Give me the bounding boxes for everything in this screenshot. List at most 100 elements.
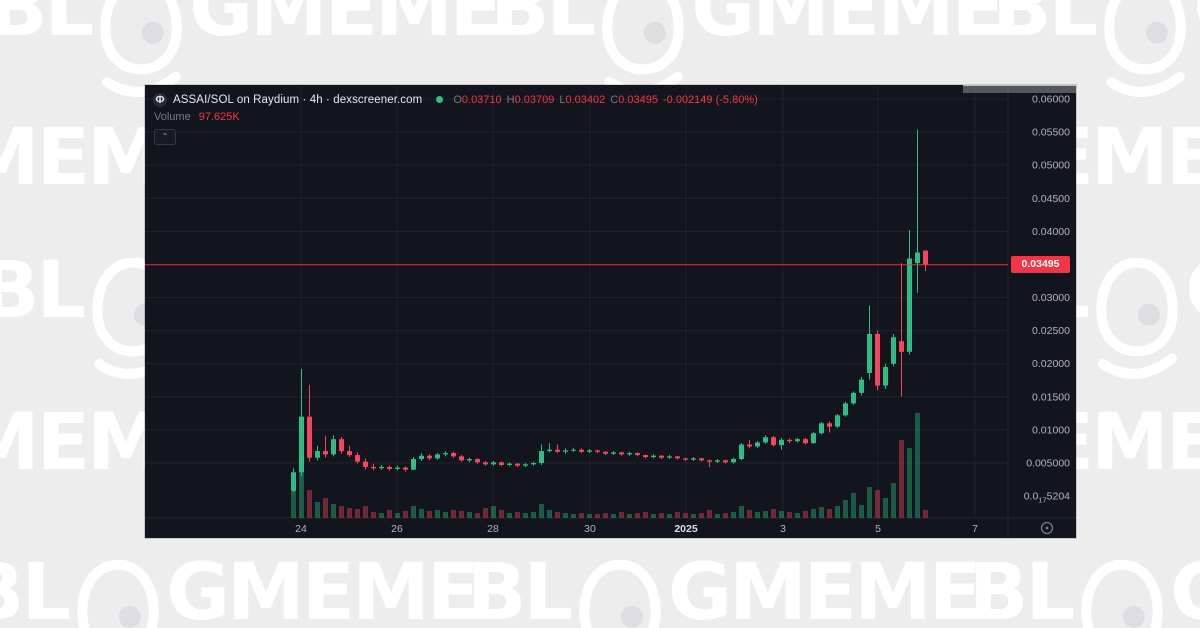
high-label: H — [506, 93, 515, 106]
candle-body — [819, 423, 824, 434]
low-label: L — [559, 93, 566, 106]
scrollbar-cap[interactable] — [963, 85, 1076, 93]
price-axis-label[interactable]: 0.04500 — [1032, 193, 1070, 205]
volume-label: Volume — [154, 111, 191, 123]
open-label: O — [453, 93, 462, 106]
candle-body — [779, 439, 784, 446]
volume-bar — [859, 505, 864, 518]
watermark-text-gmeme: GMEME — [1185, 252, 1200, 330]
time-axis-label[interactable]: 2025 — [674, 523, 698, 535]
price-axis-label[interactable]: 0.005000 — [1026, 457, 1070, 469]
time-axis-label[interactable]: 24 — [295, 523, 307, 535]
volume-bar — [739, 506, 744, 518]
candle-body — [363, 461, 368, 467]
low-value: 0.03402 — [565, 93, 606, 106]
volume-bar — [771, 509, 776, 518]
candle-body — [579, 449, 584, 452]
symbol-icon[interactable]: Φ — [153, 92, 167, 107]
volume-bar — [731, 512, 736, 518]
price-axis-label-near-zero[interactable]: 0.0175204 — [1024, 490, 1070, 504]
volume-bar — [683, 513, 688, 518]
price-axis-label[interactable]: 0.02500 — [1032, 325, 1070, 337]
time-axis-label[interactable]: 7 — [972, 523, 978, 535]
volume-bar — [483, 508, 488, 518]
candle-body — [355, 455, 360, 462]
candle-body — [515, 463, 520, 466]
volume-bar — [755, 512, 760, 518]
volume-bar — [419, 509, 424, 518]
volume-bar — [331, 504, 336, 518]
change-value: -0.002149 (-5.80%) — [662, 93, 758, 106]
candle-body — [531, 462, 536, 465]
candle-body — [371, 466, 376, 469]
collapse-pane-button[interactable]: ⌃ — [154, 129, 176, 145]
candle-body — [763, 437, 768, 443]
chevron-up-icon: ⌃ — [161, 132, 169, 141]
watermark-text-gmeme: GMEME — [189, 0, 503, 54]
volume-bar — [299, 468, 304, 518]
volume-bar — [411, 506, 416, 518]
volume-bar — [531, 512, 536, 518]
candle-body — [483, 462, 488, 465]
watermark-logo: BL GMEME — [0, 548, 480, 628]
candle-body — [659, 455, 664, 458]
candle-body — [635, 453, 640, 456]
price-axis-label[interactable]: 0.06000 — [1032, 94, 1070, 106]
candle-body — [907, 258, 912, 352]
candle-body — [347, 451, 352, 456]
volume-bar — [867, 487, 872, 518]
volume-bar — [643, 512, 648, 518]
candlestick-chart[interactable]: 0.06000 0.05500 0.05000 0.04500 0.04000 0.030… — [145, 85, 1076, 538]
time-axis-label[interactable]: 30 — [584, 523, 596, 535]
volume-bar — [395, 513, 400, 518]
volume-bar — [499, 510, 504, 518]
volume-bar — [443, 512, 448, 518]
volume-bar — [651, 514, 656, 518]
volume-bar — [787, 512, 792, 518]
price-axis-label[interactable]: 0.04000 — [1032, 226, 1070, 238]
watermark-logo: BL GMEME — [0, 0, 503, 106]
candle-body — [803, 439, 808, 444]
clock-icon[interactable] — [1040, 521, 1054, 535]
volume-bar — [563, 513, 568, 518]
candle-body — [899, 341, 904, 352]
candle-body — [387, 466, 392, 469]
price-axis-label[interactable]: 0.05000 — [1032, 160, 1070, 172]
chart-title[interactable]: ASSAI/SOL on Raydium · 4h · dexscreener.… — [173, 93, 423, 106]
candle-body — [891, 337, 896, 364]
volume-bar — [691, 514, 696, 518]
volume-bar — [555, 512, 560, 518]
watermark-text-bl: BL — [969, 548, 1075, 628]
volume-bar — [475, 513, 480, 518]
volume-bar — [379, 513, 384, 518]
candle-body — [379, 466, 384, 469]
volume-bar — [587, 514, 592, 518]
candle-body — [771, 437, 776, 446]
volume-bar — [891, 483, 896, 518]
dexscreener-chart-panel: 0.06000 0.05500 0.05000 0.04500 0.04000 0.030… — [145, 85, 1076, 538]
watermark-text-gmeme: GMEME — [1193, 0, 1200, 48]
series-color-dot[interactable] — [436, 96, 444, 103]
volume-bar — [403, 511, 408, 518]
candle-body — [427, 455, 432, 459]
candle-body — [811, 433, 816, 444]
price-axis-label[interactable]: 0.03000 — [1032, 292, 1070, 304]
time-axis-label[interactable]: 28 — [487, 523, 499, 535]
time-axis-label[interactable]: 26 — [391, 523, 403, 535]
candle-body — [755, 442, 760, 447]
candle-body — [731, 459, 736, 463]
clown-face-icon — [1096, 258, 1178, 379]
volume-bar — [747, 510, 752, 518]
volume-bar — [307, 490, 312, 518]
time-axis-label[interactable]: 5 — [875, 523, 881, 535]
candle-body — [443, 453, 448, 455]
volume-bar — [435, 510, 440, 518]
candle-body — [699, 458, 704, 461]
watermark-text-gmeme: GMEME — [166, 548, 480, 628]
price-axis-label[interactable]: 0.02000 — [1032, 358, 1070, 370]
volume-bar — [491, 506, 496, 518]
time-axis-label[interactable]: 3 — [780, 523, 786, 535]
price-axis-label[interactable]: 0.01500 — [1032, 391, 1070, 403]
price-axis-label[interactable]: 0.05500 — [1032, 127, 1070, 139]
price-axis-label[interactable]: 0.01000 — [1032, 424, 1070, 436]
